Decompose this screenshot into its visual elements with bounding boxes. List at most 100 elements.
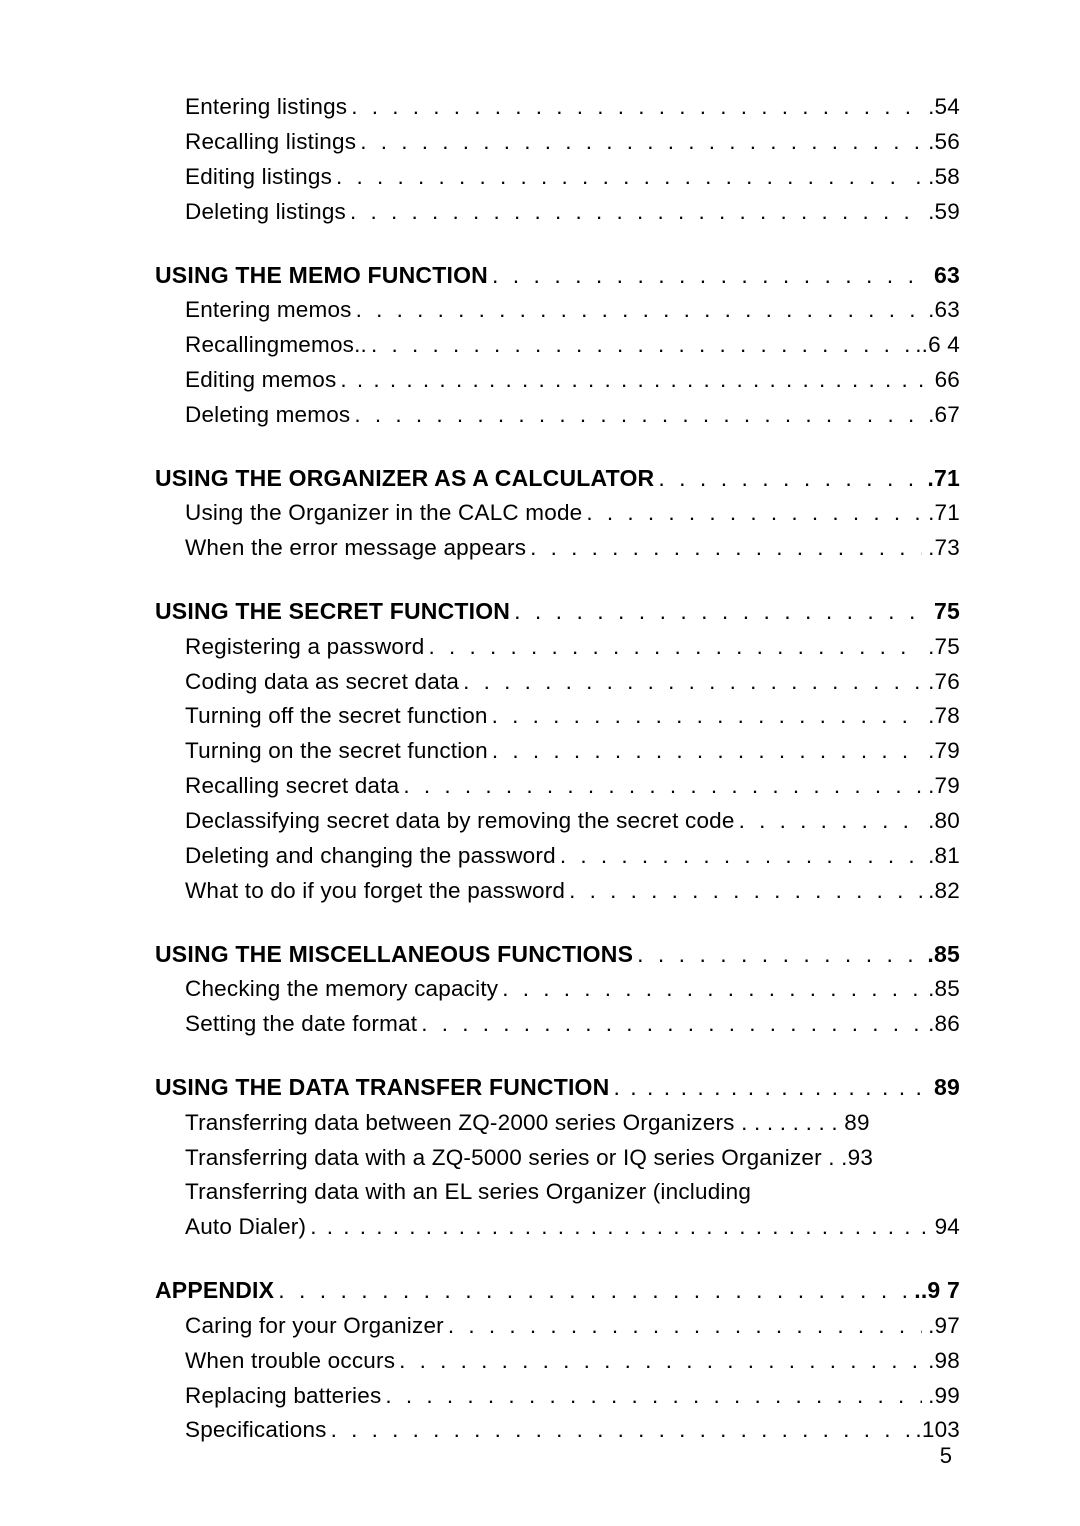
toc-page: 66 — [929, 363, 960, 398]
toc-label: Replacing batteries — [185, 1379, 381, 1414]
toc-entry-row: Entering listings. . . . . . . . . . . .… — [155, 90, 960, 125]
toc-page: .63 — [922, 293, 960, 328]
toc-heading-row: USING THE MEMO FUNCTION. . . . . . . . .… — [155, 258, 960, 294]
toc-entry-row: What to do if you forget the password. .… — [155, 874, 960, 909]
toc-leader: . . . . . . . . . . . . . . . . . . . . … — [332, 160, 909, 195]
toc-label: When the error message appears — [185, 531, 526, 566]
toc-label: Registering a password — [185, 630, 425, 665]
toc-leader: . . . . . . . . . . . . . . . . . . . . … — [582, 496, 922, 531]
toc-label: Transferring data between ZQ-2000 series… — [185, 1106, 870, 1141]
toc-leader: . . . . . . . . . . . . . . . . . . . . … — [367, 328, 909, 363]
toc-page: .71 — [921, 461, 960, 497]
toc-heading-row: USING THE DATA TRANSFER FUNCTION. . . . … — [155, 1070, 960, 1106]
toc-heading-row: USING THE ORGANIZER AS A CALCULATOR. . .… — [155, 461, 960, 497]
toc-leader: . . . . . . . . . . . . . . . . . . . . … — [488, 734, 922, 769]
toc-entry-row: When trouble occurs. . . . . . . . . . .… — [155, 1344, 960, 1379]
toc-leader: . . . . . . . . . . . . . . . . . . . . … — [556, 839, 922, 874]
toc-page: .86 — [922, 1007, 960, 1042]
toc-leader: . . . . . . . . . . . . . . . . . . . . … — [417, 1007, 922, 1042]
toc-label: Specifications — [185, 1413, 327, 1448]
toc-leader: . . . . . . . . . . . . . . . . . . . . … — [274, 1273, 908, 1309]
toc-page: .76 — [922, 665, 960, 700]
toc-label: Deleting listings — [185, 195, 346, 230]
toc-heading-row: USING THE SECRET FUNCTION. . . . . . . .… — [155, 594, 960, 630]
toc-entry-row: Turning on the secret function. . . . . … — [155, 734, 960, 769]
toc-page: .78 — [922, 699, 960, 734]
toc-entry-row: Recalling listings. . . . . . . . . . . … — [155, 125, 960, 160]
toc-label: Declassifying secret data by removing th… — [185, 804, 735, 839]
toc-leader: . . . . . . . . . . . . . . . . . . . . … — [633, 937, 921, 973]
toc-label: Turning on the secret function — [185, 734, 488, 769]
toc-entry-row: Auto Dialer). . . . . . . . . . . . . . … — [155, 1210, 960, 1245]
toc-label: When trouble occurs — [185, 1344, 395, 1379]
toc-label: USING THE ORGANIZER AS A CALCULATOR — [155, 461, 654, 497]
toc-label: Deleting memos — [185, 398, 350, 433]
toc-leader: . . . . . . . . . . . . . . . . . . . . … — [735, 804, 922, 839]
toc-label: USING THE DATA TRANSFER FUNCTION — [155, 1070, 609, 1106]
toc-leader: . . . . . . . . . . . . . . . . . . . . … — [350, 398, 922, 433]
toc-leader: . . . . . . . . . . . . . . . . . . . . … — [395, 1344, 922, 1379]
toc-label: Checking the memory capacity — [185, 972, 498, 1007]
toc-heading-row: USING THE MISCELLANEOUS FUNCTIONS. . . .… — [155, 937, 960, 973]
toc-page: 63 — [928, 258, 960, 294]
toc-label: Turning off the secret function — [185, 699, 488, 734]
toc-section: APPENDIX . . . . . . . . . . . . . . . .… — [155, 1273, 960, 1448]
toc-entry-row: Deleting memos. . . . . . . . . . . . . … — [155, 398, 960, 433]
toc-leader: . . . . . . . . . . . . . . . . . . . . … — [510, 594, 928, 630]
toc-page: .97 — [922, 1309, 960, 1344]
toc-label: Auto Dialer) — [185, 1210, 306, 1245]
toc-label: Coding data as secret data — [185, 665, 459, 700]
toc-leader: . . . . . . . . . . . . . . . . . . . . … — [526, 531, 922, 566]
toc-section: USING THE DATA TRANSFER FUNCTION. . . . … — [155, 1070, 960, 1245]
toc-section: USING THE MEMO FUNCTION. . . . . . . . .… — [155, 258, 960, 433]
toc-page: 75 — [928, 594, 960, 630]
toc-label: Transferring data with a ZQ-5000 series … — [185, 1141, 873, 1176]
toc-page: .81 — [922, 839, 960, 874]
toc-page: .85 — [922, 972, 960, 1007]
toc-label: Setting the date format — [185, 1007, 417, 1042]
toc-label: Deleting and changing the password — [185, 839, 556, 874]
page-number: 5 — [940, 1443, 952, 1469]
toc-entry-row: Setting the date format. . . . . . . . .… — [155, 1007, 960, 1042]
toc-page: .98 — [922, 1344, 960, 1379]
toc-leader: . . . . . . . . . . . . . . . . . . . . … — [565, 874, 922, 909]
toc-leader: . . . . . . . . . . . . . . . . . . . . … — [399, 769, 922, 804]
toc-page: 89 — [928, 1070, 960, 1106]
toc-leader: . . . . . . . . . . . . . . . . . . . . … — [654, 461, 921, 497]
toc-entry-row: When the error message appears. . . . . … — [155, 531, 960, 566]
toc-leader: . . . . . . . . . . . . . . . . . . . . … — [336, 363, 928, 398]
toc-leader: . . . . . . . . . . . . . . . . . . . . … — [459, 665, 922, 700]
toc-page: .79 — [922, 734, 960, 769]
toc-label: USING THE MEMO FUNCTION — [155, 258, 488, 294]
toc-leader: . . . . . . . . . . . . . . . . . . . . … — [488, 258, 928, 294]
toc-entry-row: Editing listings. . . . . . . . . . . . … — [155, 160, 960, 195]
toc-label: APPENDIX — [155, 1273, 274, 1309]
toc-section: USING THE ORGANIZER AS A CALCULATOR. . .… — [155, 461, 960, 566]
toc-entry-row: Transferring data with an EL series Orga… — [155, 1175, 960, 1210]
toc-leader: . . . . . . . . . . . . . . . . . . . . … — [609, 1070, 928, 1106]
toc-entry-row: Coding data as secret data. . . . . . . … — [155, 665, 960, 700]
toc-container: Entering listings. . . . . . . . . . . .… — [155, 90, 960, 1448]
toc-page: .54 — [922, 90, 960, 125]
toc-label: What to do if you forget the password — [185, 874, 565, 909]
toc-leader: . . . . . . . . . . . . . . . . . . . . … — [425, 630, 923, 665]
toc-entry-row: Declassifying secret data by removing th… — [155, 804, 960, 839]
toc-entry-row: Deleting listings. . . . . . . . . . . .… — [155, 195, 960, 230]
toc-page: ..9 7 — [908, 1273, 960, 1309]
toc-page: .85 — [921, 937, 960, 973]
toc-label: Caring for your Organizer — [185, 1309, 444, 1344]
toc-entry-row: Recallingmemos... . . . . . . . . . . . … — [155, 328, 960, 363]
toc-page: .79 — [922, 769, 960, 804]
toc-page: .56 — [922, 125, 960, 160]
toc-leader: . . . . . . . . . . . . . . . . . . . . … — [488, 699, 922, 734]
toc-label: Editing listings — [185, 160, 332, 195]
toc-leader: . . . . . . . . . . . . . . . . . . . . … — [327, 1413, 910, 1448]
toc-page: .67 — [922, 398, 960, 433]
toc-entry-row: Replacing batteries. . . . . . . . . . .… — [155, 1379, 960, 1414]
toc-label: Recallingmemos.. — [185, 328, 367, 363]
toc-page: . .58 — [909, 160, 960, 195]
toc-entry-row: Turning off the secret function. . . . .… — [155, 699, 960, 734]
toc-leader: . . . . . . . . . . . . . . . . . . . . … — [498, 972, 922, 1007]
toc-leader: . . . . . . . . . . . . . . . . . . . . … — [306, 1210, 928, 1245]
toc-page: .82 — [922, 874, 960, 909]
